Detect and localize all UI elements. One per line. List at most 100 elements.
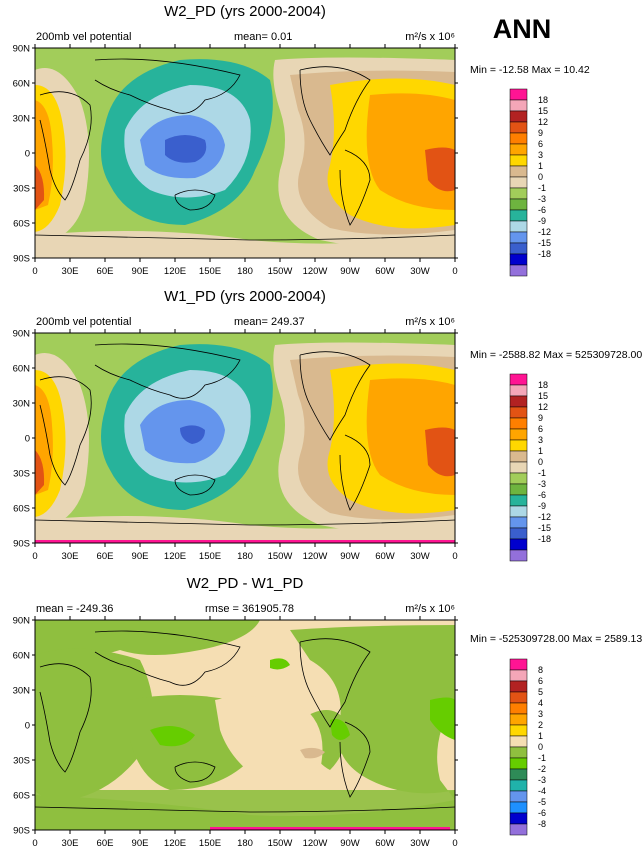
legend-swatch <box>509 209 528 222</box>
legend-swatch <box>509 823 528 836</box>
legend-level-label: -1 <box>538 753 546 763</box>
variable-label: 200mb vel potential <box>36 31 131 43</box>
legend-level-label: -9 <box>538 216 546 226</box>
legend-level-label: -1 <box>538 468 546 478</box>
lon-label: 90E <box>132 266 149 277</box>
lat-label: 90S <box>13 254 30 265</box>
legend-swatch <box>509 691 528 704</box>
lat-label: 30S <box>13 469 30 480</box>
lon-label: 90W <box>340 551 360 562</box>
legend-swatch <box>509 494 528 507</box>
legend-swatch <box>509 373 528 386</box>
lat-label: 30N <box>13 114 31 125</box>
legend-swatch <box>509 132 528 145</box>
min-max-stats: Min = -525309728.00 Max = 2589.13 <box>470 633 642 645</box>
legend-swatch <box>509 99 528 112</box>
lon-label: 180 <box>237 838 253 849</box>
legend-level-label: 12 <box>538 402 548 412</box>
legend-swatch <box>509 483 528 496</box>
legend-level-label: -12 <box>538 512 551 522</box>
mean-label: mean= 249.37 <box>234 316 305 328</box>
lon-label: 0 <box>452 551 457 562</box>
legend-level-label: -15 <box>538 238 551 248</box>
legend-swatch <box>509 461 528 474</box>
lon-label: 60W <box>375 838 395 849</box>
lon-label: 180 <box>237 551 253 562</box>
map-field <box>35 620 455 830</box>
lat-label: 90S <box>13 826 30 837</box>
legend-level-label: 6 <box>538 424 543 434</box>
legend-level-label: 1 <box>538 446 543 456</box>
legend-level-label: -8 <box>538 819 546 829</box>
legend-swatch <box>509 713 528 726</box>
legend-level-label: 12 <box>538 117 548 127</box>
legend-swatch <box>509 472 528 485</box>
legend-swatch <box>509 505 528 518</box>
legend-level-label: -3 <box>538 194 546 204</box>
lon-label: 150W <box>268 838 293 849</box>
legend-swatch <box>509 121 528 134</box>
lon-label: 180 <box>237 266 253 277</box>
legend-swatch <box>509 110 528 123</box>
lon-label: 30E <box>62 838 79 849</box>
legend-swatch <box>509 417 528 430</box>
coastlines <box>35 343 455 526</box>
legend-swatch <box>509 395 528 408</box>
legend-swatch <box>509 450 528 463</box>
lon-label: 150E <box>199 551 221 562</box>
lon-label: 0 <box>452 838 457 849</box>
legend-level-label: 1 <box>538 161 543 171</box>
lon-label: 90W <box>340 838 360 849</box>
legend-level-label: -18 <box>538 534 551 544</box>
units-label: m²/s x 10⁶ <box>405 316 455 328</box>
legend-swatch <box>509 231 528 244</box>
legend-level-label: 9 <box>538 128 543 138</box>
lon-label: 0 <box>32 266 37 277</box>
legend-swatch <box>509 757 528 770</box>
lat-label: 30S <box>13 756 30 767</box>
legend-swatch <box>509 143 528 156</box>
lat-label: 30N <box>13 686 31 697</box>
panel-title: W2_PD - W1_PD <box>187 575 304 592</box>
legend-level-label: 0 <box>538 457 543 467</box>
lon-label: 30W <box>410 551 430 562</box>
legend-level-label: 18 <box>538 95 548 105</box>
legend-level-label: 0 <box>538 172 543 182</box>
legend-swatch <box>509 220 528 233</box>
legend-swatch <box>509 242 528 255</box>
legend-swatch <box>509 790 528 803</box>
lat-label: 90S <box>13 539 30 550</box>
legend-level-label: -2 <box>538 764 546 774</box>
lon-label: 120W <box>303 266 328 277</box>
lon-label: 60E <box>97 266 114 277</box>
lon-label: 150E <box>199 266 221 277</box>
legend-swatch <box>509 264 528 277</box>
lon-label: 120E <box>164 838 186 849</box>
lon-label: 150W <box>268 266 293 277</box>
legend-level-label: 1 <box>538 731 543 741</box>
map-field <box>35 333 455 543</box>
lon-label: 90W <box>340 266 360 277</box>
lon-label: 120W <box>303 838 328 849</box>
legend-swatch <box>509 680 528 693</box>
lon-label: 150W <box>268 551 293 562</box>
units-label: m²/s x 10⁶ <box>405 31 455 43</box>
legend-level-label: 5 <box>538 687 543 697</box>
legend-swatch <box>509 527 528 540</box>
lon-label: 90E <box>132 551 149 562</box>
legend-level-label: -6 <box>538 205 546 215</box>
lon-label: 150E <box>199 838 221 849</box>
lat-label: 30S <box>13 184 30 195</box>
legend-swatch <box>509 176 528 189</box>
legend-swatch <box>509 198 528 211</box>
legend-swatch <box>509 779 528 792</box>
lon-label: 60W <box>375 266 395 277</box>
legend-swatch <box>509 516 528 529</box>
legend-level-label: 0 <box>538 742 543 752</box>
legend-level-label: -12 <box>538 227 551 237</box>
legend-level-label: 2 <box>538 720 543 730</box>
